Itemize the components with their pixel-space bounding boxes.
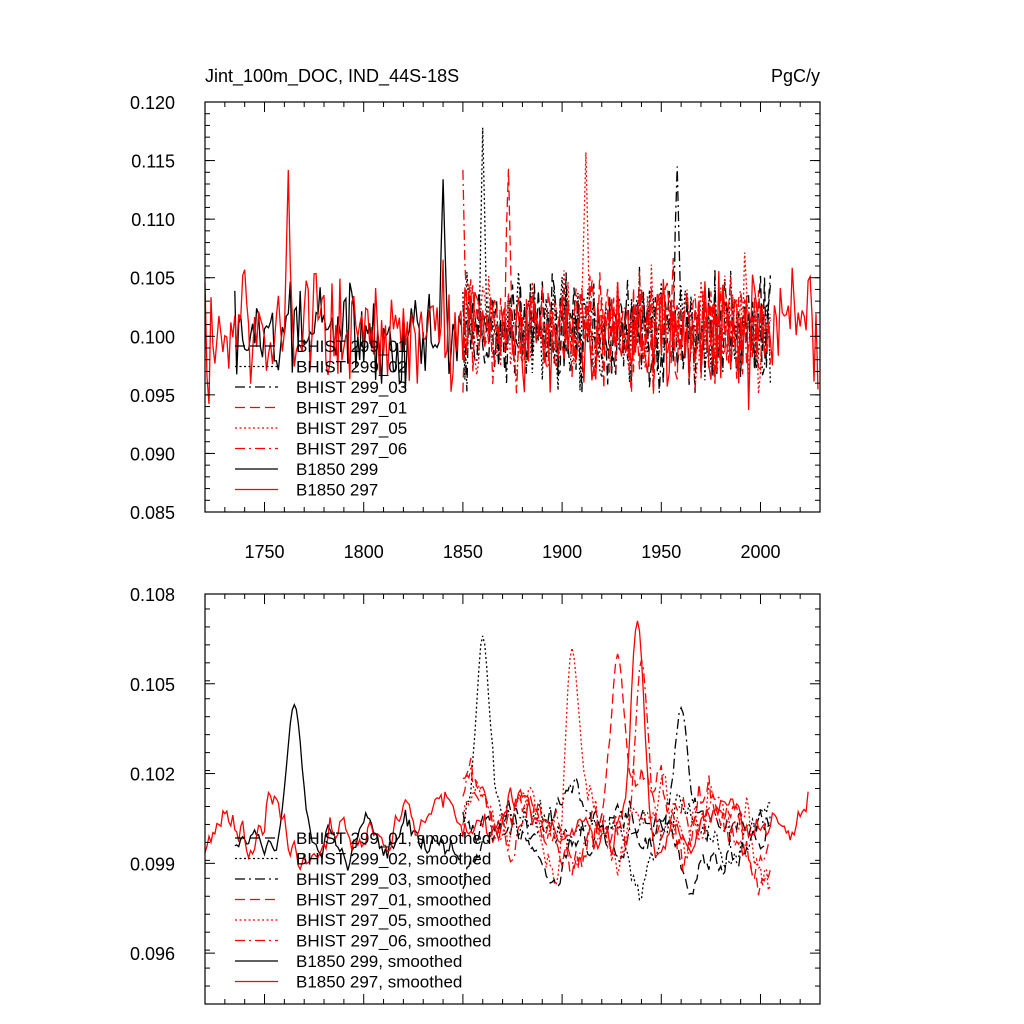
- series-line-6: [234, 703, 462, 871]
- legend-label-0: BHIST 299_01, smoothed: [296, 829, 491, 848]
- y-tick-label: 0.085: [130, 503, 175, 523]
- y-tick-label: 0.110: [131, 210, 175, 230]
- legend-label-7: B1850 297: [296, 481, 378, 500]
- top-panel-ticks: 1750 1800 1850 1900 1950 2000 0.085 0.090 0.095 0…: [130, 93, 821, 562]
- bottom-panel-series: [204, 620, 809, 901]
- top-panel: 1750 1800 1850 1900 1950 2000 0.085 0.090 0.095 0…: [130, 66, 821, 562]
- y-tick-label: 0.105: [130, 675, 175, 695]
- legend-label-6: B1850 299: [296, 460, 378, 479]
- legend-label-7: B1850 297, smoothed: [296, 973, 462, 992]
- legend-label-0: BHIST 299_01: [296, 337, 407, 356]
- x-tick-label: 1900: [542, 542, 582, 562]
- bottom-panel-ticks: 0.096 0.099 0.102 0.105 0.108: [130, 585, 821, 1005]
- y-tick-label: 0.105: [130, 269, 175, 289]
- top-panel-title: Jint_100m_DOC, IND_44S-18S: [205, 66, 459, 87]
- x-tick-label: 2000: [740, 542, 780, 562]
- legend-label-5: BHIST 297_06: [296, 440, 407, 459]
- legend-label-1: BHIST 299_02: [296, 358, 407, 377]
- series-line-1: [462, 635, 771, 901]
- series-line-7: [204, 169, 819, 411]
- series-line-0: [462, 800, 771, 895]
- top-panel-units: PgC/y: [771, 66, 820, 86]
- legend-label-3: BHIST 297_01, smoothed: [296, 891, 491, 910]
- bottom-panel-legend: BHIST 299_01, smoothed BHIST 299_02, smoo…: [235, 829, 491, 992]
- y-tick-label: 0.090: [130, 444, 175, 464]
- y-tick-label: 0.102: [130, 765, 175, 785]
- y-tick-label: 0.100: [130, 327, 175, 347]
- series-line-2: [462, 705, 772, 890]
- x-tick-label: 1750: [244, 542, 284, 562]
- y-tick-label: 0.108: [130, 585, 175, 605]
- y-tick-label: 0.099: [130, 854, 175, 874]
- top-panel-series: [204, 127, 819, 411]
- y-tick-label: 0.120: [130, 93, 175, 113]
- series-line-7: [204, 620, 809, 872]
- legend-label-1: BHIST 299_02, smoothed: [296, 850, 491, 869]
- series-line-4: [462, 647, 771, 891]
- bottom-panel: 0.096 0.099 0.102 0.105 0.108 BHIST 299_01, …: [130, 585, 821, 1005]
- top-panel-frame: [204, 101, 821, 513]
- legend-label-6: B1850 299, smoothed: [296, 952, 462, 971]
- y-tick-label: 0.095: [130, 386, 175, 406]
- x-tick-label: 1850: [443, 542, 483, 562]
- legend-label-5: BHIST 297_06, smoothed: [296, 932, 491, 951]
- series-line-4: [462, 152, 772, 394]
- y-tick-label: 0.115: [131, 152, 175, 172]
- bottom-panel-frame: [204, 593, 821, 1005]
- legend-label-4: BHIST 297_05, smoothed: [296, 911, 491, 930]
- x-tick-label: 1950: [641, 542, 681, 562]
- legend-label-4: BHIST 297_05: [296, 419, 407, 438]
- legend-label-2: BHIST 299_03: [296, 378, 407, 397]
- legend-label-2: BHIST 299_03, smoothed: [296, 870, 491, 889]
- legend-label-3: BHIST 297_01: [296, 399, 407, 418]
- x-tick-label: 1800: [344, 542, 384, 562]
- series-line-3: [462, 653, 772, 896]
- y-tick-label: 0.096: [130, 944, 175, 964]
